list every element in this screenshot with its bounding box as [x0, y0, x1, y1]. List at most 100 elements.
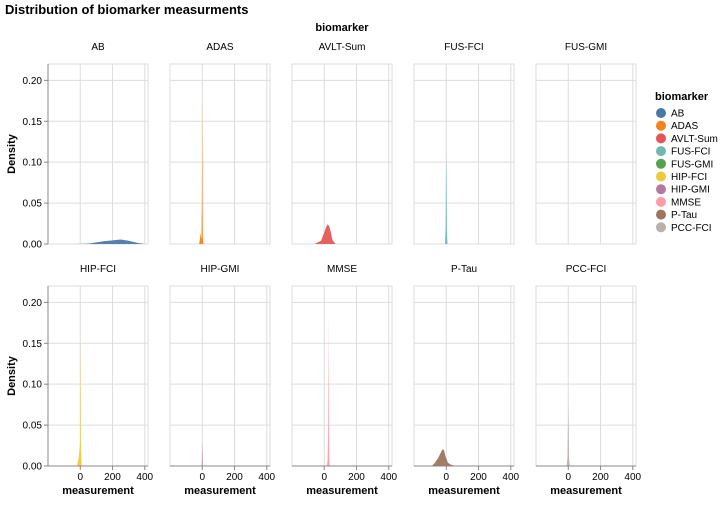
- legend-item-hip-gmi: HIP-GMI: [656, 184, 710, 196]
- facet-panel-fus-fci: FUS-FCI: [413, 42, 515, 245]
- x-tick-label: 400: [624, 472, 641, 483]
- x-axis-title: measurement: [184, 485, 256, 497]
- facet-label: HIP-FCI: [80, 264, 116, 275]
- facet-panel-hip-fci: HIP-FCI 0.00 0.05 0.10 0.15 0.20 Density 0 200 40…: [6, 264, 154, 497]
- facet-panel-avlt-sum: AVLT-Sum: [291, 42, 393, 245]
- legend-item-fus-fci: FUS-FCI: [656, 146, 710, 158]
- chart-title: Distribution of biomarker measurments: [5, 2, 248, 17]
- legend-label: MMSE: [671, 197, 701, 208]
- facet-label: ADAS: [206, 42, 234, 53]
- y-tick-label: 0.00: [23, 240, 43, 251]
- density-area-avlt-sum: [314, 224, 336, 244]
- facet-panel-ab: AB 0.00 0.05 0.10 0.15 0.20 Density: [6, 42, 149, 251]
- x-axis-title: measurement: [550, 485, 622, 497]
- legend-swatch: [656, 184, 666, 195]
- legend-title: biomarker: [655, 91, 709, 103]
- legend-label: HIP-GMI: [671, 185, 710, 196]
- facet-label: AVLT-Sum: [319, 42, 366, 53]
- y-tick-label: 0.10: [23, 158, 43, 169]
- y-tick-label: 0.15: [23, 117, 43, 128]
- facet-panel-fus-gmi: FUS-GMI: [535, 42, 637, 245]
- y-tick-label: 0.20: [23, 76, 43, 87]
- legend-swatch: [656, 120, 666, 131]
- legend-label: FUS-GMI: [671, 159, 713, 170]
- x-tick-label: 400: [502, 472, 519, 483]
- density-area-adas: [199, 96, 204, 244]
- y-tick-label: 0.00: [23, 462, 43, 473]
- x-tick-label: 200: [470, 472, 487, 483]
- density-area-mmse: [326, 314, 330, 466]
- facet-label: FUS-FCI: [444, 42, 483, 53]
- legend-label: AVLT-Sum: [671, 134, 718, 145]
- plot-frame: [535, 63, 637, 245]
- legend-swatch: [656, 158, 666, 169]
- x-axis-title: measurement: [428, 485, 500, 497]
- legend-label: P-Tau: [671, 210, 697, 221]
- x-tick-label: 0: [565, 472, 571, 483]
- x-tick-label: 400: [258, 472, 275, 483]
- legend-swatch: [656, 146, 666, 157]
- y-tick-label: 0.20: [23, 298, 43, 309]
- facet-label: PCC-FCI: [566, 264, 607, 275]
- plot-frame: [413, 285, 515, 467]
- legend-label: HIP-FCI: [671, 172, 707, 183]
- legend-label: AB: [671, 109, 685, 120]
- x-axis-title: measurement: [306, 485, 378, 497]
- y-tick-label: 0.15: [23, 339, 43, 350]
- plot-frame: [47, 63, 149, 245]
- legend-swatch: [656, 133, 666, 144]
- density-area-ab: [75, 239, 145, 244]
- x-tick-label: 0: [443, 472, 449, 483]
- legend-swatch: [656, 171, 666, 182]
- plot-frame: [47, 285, 149, 467]
- facet-label: AB: [91, 42, 105, 53]
- x-tick-label: 0: [321, 472, 327, 483]
- legend-item-p-tau: P-Tau: [656, 209, 697, 221]
- density-area-p-tau: [431, 449, 456, 466]
- y-tick-label: 0.10: [23, 380, 43, 391]
- legend-item-mmse: MMSE: [656, 196, 701, 208]
- plot-frame: [169, 63, 271, 245]
- x-tick-label: 0: [199, 472, 205, 483]
- y-axis-title: Density: [6, 355, 18, 396]
- x-tick-label: 200: [348, 472, 365, 483]
- legend-swatch: [656, 108, 666, 118]
- legend-item-ab: AB: [656, 108, 685, 120]
- facet-panel-adas: ADAS: [169, 42, 271, 245]
- legend-swatch: [656, 222, 666, 233]
- legend-item-fus-gmi: FUS-GMI: [656, 158, 713, 170]
- x-tick-label: 400: [380, 472, 397, 483]
- facet-panels: AB 0.00 0.05 0.10 0.15 0.20 Density ADAS AVLT-Su…: [6, 42, 642, 497]
- x-tick-label: 200: [592, 472, 609, 483]
- facet-label: P-Tau: [451, 264, 477, 275]
- y-tick-label: 0.05: [23, 199, 43, 210]
- x-tick-label: 400: [136, 472, 153, 483]
- legend-item-hip-fci: HIP-FCI: [656, 171, 707, 183]
- density-area-pcc-fci: [566, 402, 570, 466]
- legend-item-adas: ADAS: [656, 120, 699, 132]
- density-area-hip-fci: [77, 333, 82, 466]
- x-tick-label: 200: [104, 472, 121, 483]
- y-axis-title: Density: [6, 133, 18, 174]
- legend-item-pcc-fci: PCC-FCI: [656, 222, 712, 234]
- plot-frame: [291, 285, 393, 467]
- density-area-fus-fci: [444, 152, 448, 244]
- facet-label: MMSE: [327, 264, 357, 275]
- plot-frame: [291, 63, 393, 245]
- x-tick-label: 0: [77, 472, 83, 483]
- legend-label: ADAS: [671, 121, 699, 132]
- x-axis-title: measurement: [62, 485, 134, 497]
- density-area-hip-gmi: [201, 441, 203, 466]
- legend-label: PCC-FCI: [671, 223, 712, 234]
- plot-frame: [169, 285, 271, 467]
- legend-item-avlt-sum: AVLT-Sum: [656, 133, 718, 145]
- facet-header: biomarker: [315, 22, 369, 34]
- x-tick-label: 200: [226, 472, 243, 483]
- y-tick-label: 0.05: [23, 421, 43, 432]
